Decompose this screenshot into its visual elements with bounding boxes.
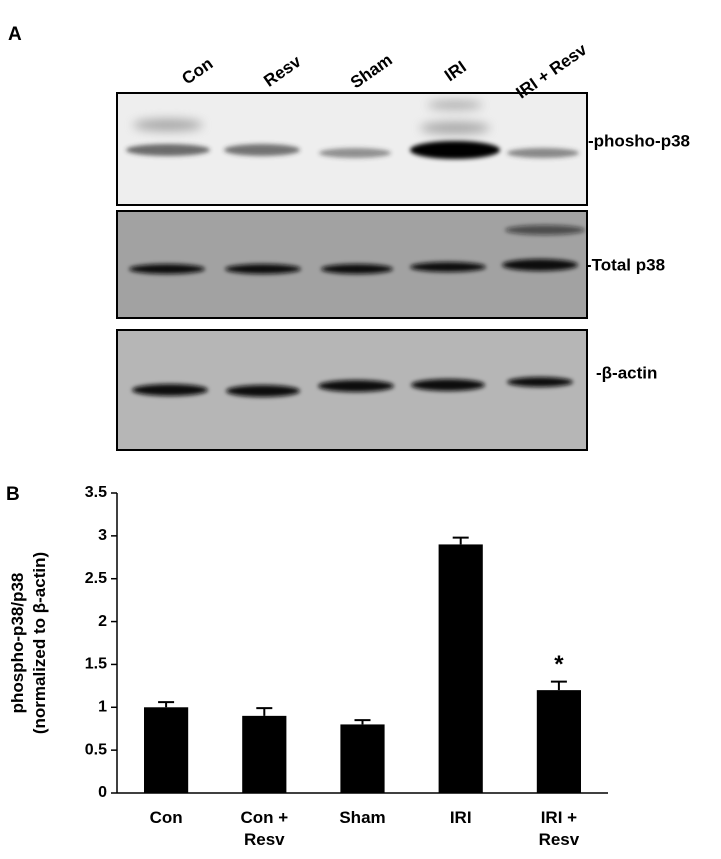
x-tick-label: IRI + Resv [538,808,580,849]
panel-label: B [6,484,20,505]
bar [144,707,189,793]
lane-label: Con [178,54,216,89]
error-bar [354,719,371,725]
bar [242,715,287,793]
x-tick-label: IRI [449,808,472,827]
lane-label: Sham [347,50,396,92]
y-tick-label: 1.5 [85,656,107,673]
y-tick-label: 0 [98,784,107,801]
bar [438,544,483,793]
y-tick-label: 1 [98,699,107,716]
y-tick-label: 0.5 [85,741,107,758]
x-tick-label: Sham [339,808,386,827]
x-tick-label: Con [149,808,183,827]
error-bar [452,536,469,545]
y-tick-label: 2 [98,613,107,630]
band-label: -β-actin [596,363,657,382]
error-bar [550,680,567,691]
bar [536,690,581,793]
blot-actin [116,329,588,451]
y-tick-label: 2.5 [85,570,107,587]
band-label: -Total p38 [586,255,665,274]
panel-label: A [8,24,22,45]
y-tick-label: 3.5 [85,484,107,501]
blot-total [116,210,588,319]
error-bar [158,701,175,708]
bar [340,724,385,793]
lane-label: IRI [441,57,470,85]
error-bar [256,707,273,716]
blot-phospho [116,92,588,206]
band-label: -phosho-p38 [588,131,690,150]
y-tick-label: 3 [98,527,107,544]
lane-label: Resv [260,51,305,90]
y-axis-title-line: phospho-p38/p38 [8,573,27,714]
significance-marker: * [554,651,564,678]
x-tick-label: Con + Resv [240,808,289,849]
y-axis-title: phospho-p38/p38 (normalized to β-actin) [8,552,49,734]
y-axis-title-line: (normalized to β-actin) [30,552,49,734]
